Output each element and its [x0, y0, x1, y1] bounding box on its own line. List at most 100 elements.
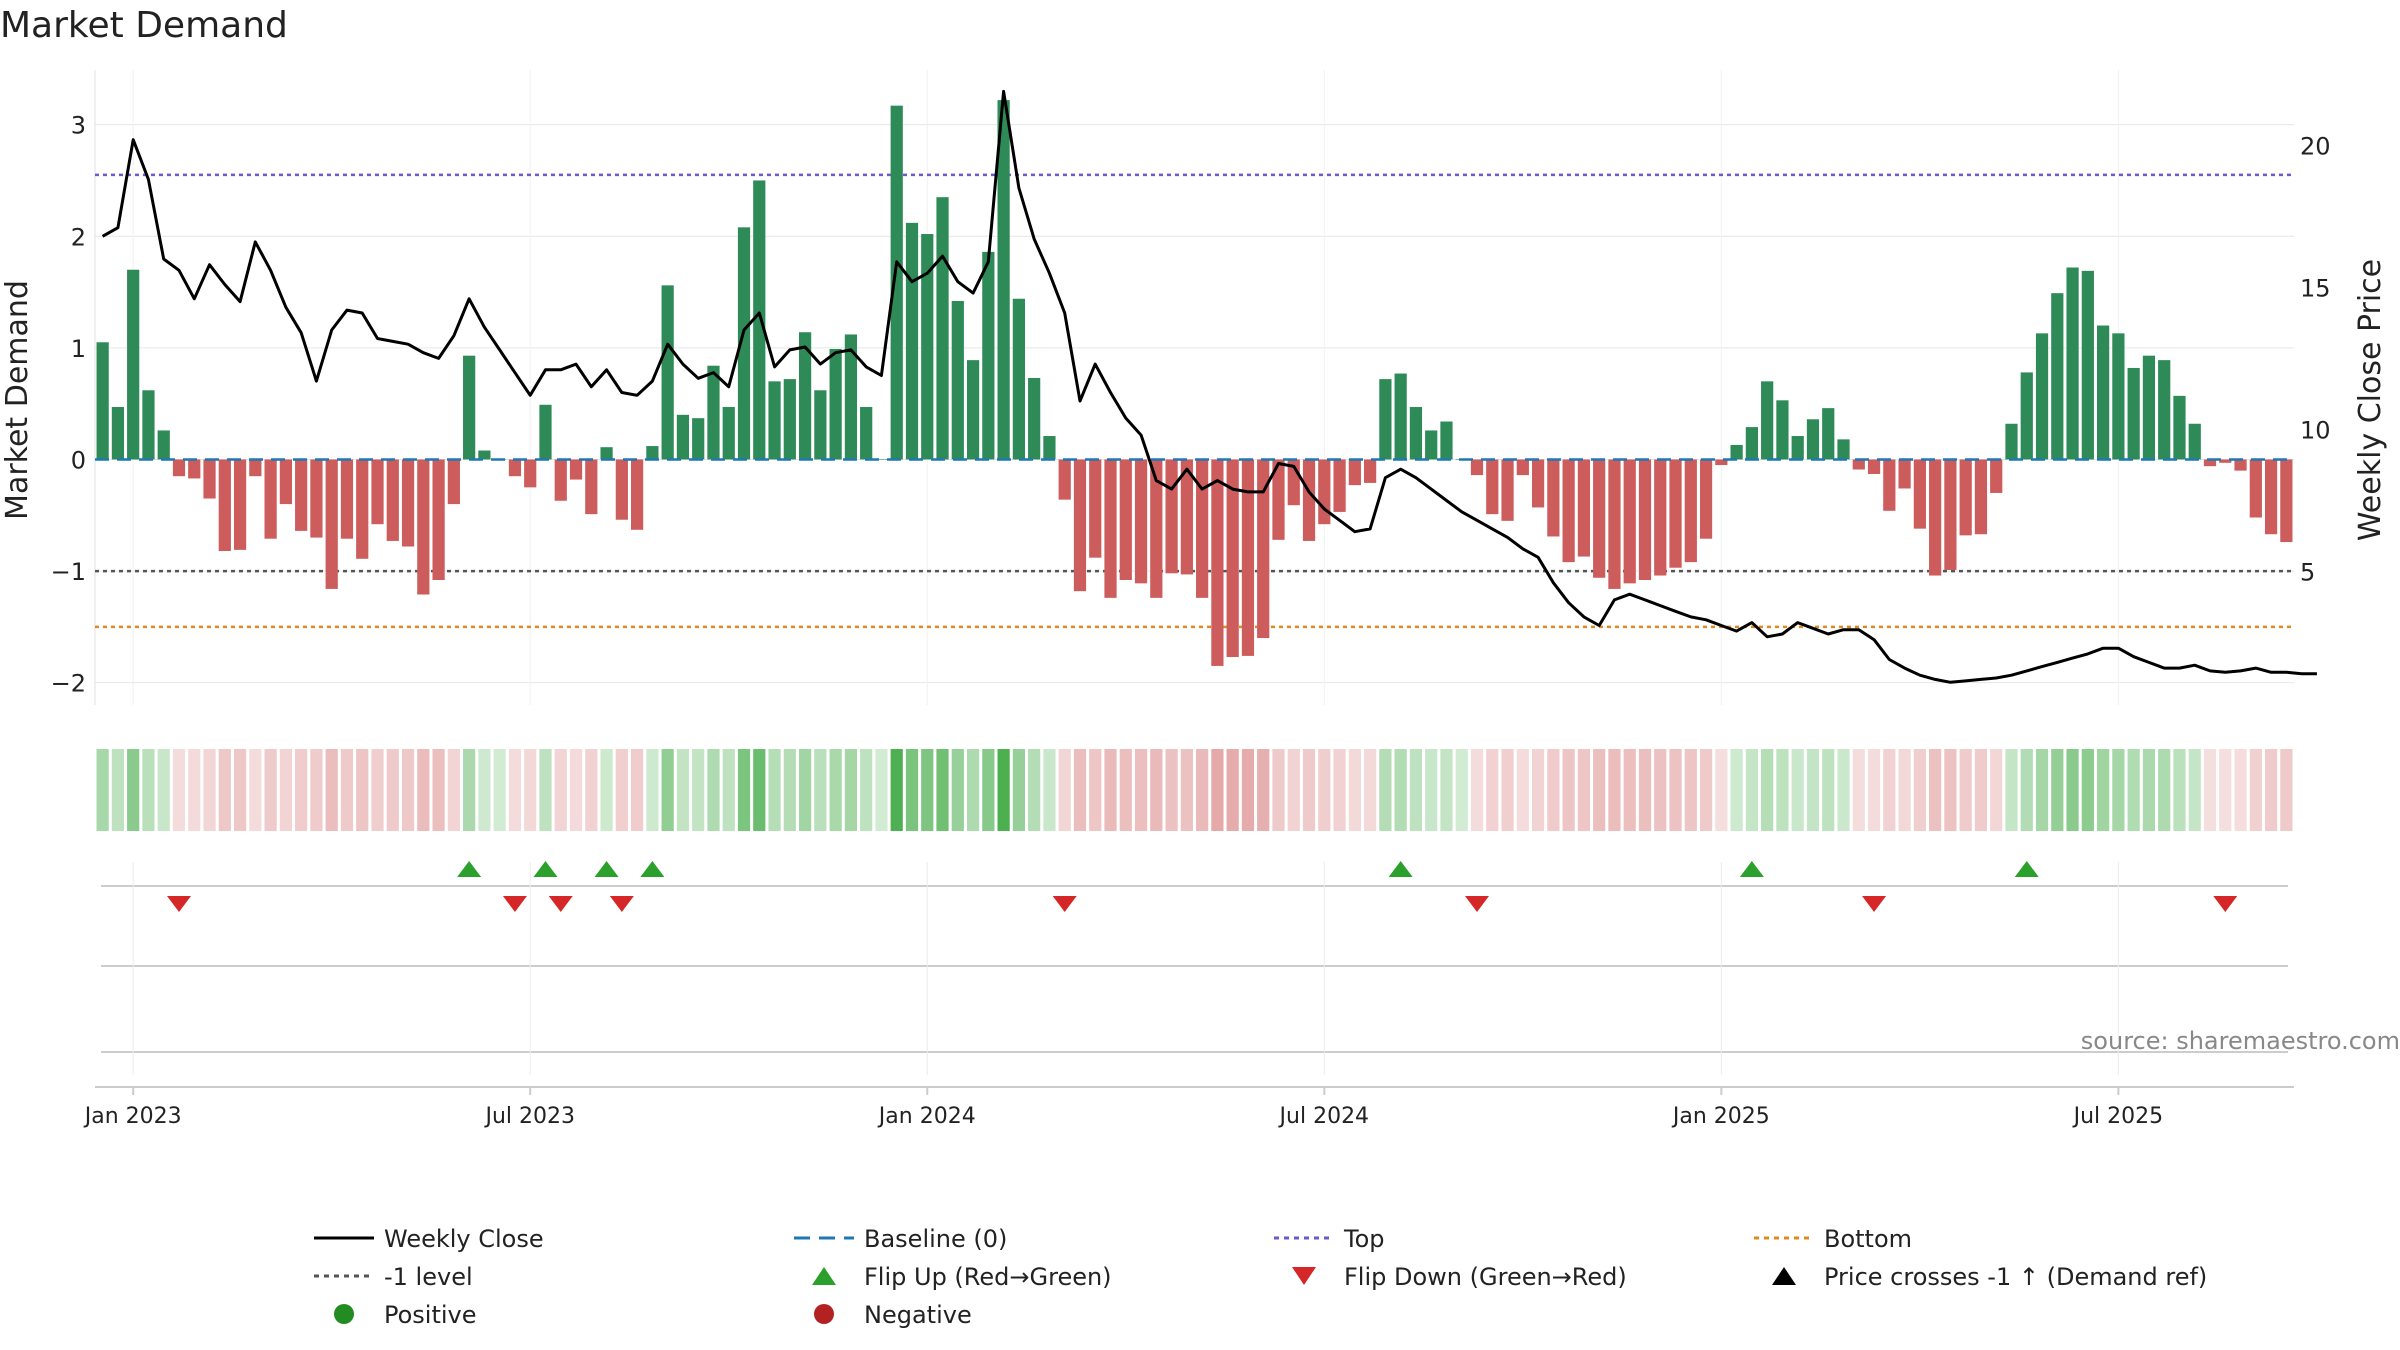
heat-cell [310, 749, 323, 831]
heat-cell [1516, 749, 1529, 831]
negative-demand-bar [2234, 459, 2247, 471]
x-tick-label: Jan 2025 [1671, 1104, 1770, 1129]
positive-demand-bar [463, 355, 476, 460]
negative-demand-bar [417, 459, 430, 595]
heat-cell [997, 749, 1010, 831]
weekly-close-series [95, 89, 2317, 684]
negative-demand-bar [569, 459, 583, 480]
heat-cell [2020, 749, 2033, 831]
legend-item: Top [1274, 1225, 1385, 1253]
positive-demand-bar [2020, 372, 2033, 460]
heat-cell [783, 749, 796, 831]
negative-demand-bar [295, 459, 308, 531]
heat-cell [1883, 749, 1896, 831]
positive-demand-bar [96, 342, 109, 460]
negative-demand-bar [1089, 459, 1102, 558]
negative-demand-bar [1867, 459, 1881, 474]
heat-cell [1257, 749, 1270, 831]
x-tick-label: Jul 2024 [1278, 1104, 1370, 1129]
heat-cell [1929, 749, 1942, 831]
negative-demand-bar [1318, 459, 1331, 525]
negative-demand-bar [1058, 459, 1071, 500]
heat-cell [371, 749, 384, 831]
heat-cell [1104, 749, 1117, 831]
heat-cell [1852, 749, 1865, 831]
negative-demand-bar [1486, 459, 1499, 515]
legend-label: Bottom [1824, 1225, 1912, 1253]
heat-cell [951, 749, 964, 831]
x-tick-label: Jan 2023 [83, 1104, 182, 1129]
negative-demand-bar [1684, 459, 1697, 563]
positive-demand-bar [737, 227, 751, 460]
heat-cell [1211, 749, 1224, 831]
flip-up-marker [1388, 861, 1413, 877]
negative-demand-bar [1974, 459, 1988, 535]
heat-cell [356, 749, 369, 831]
negative-demand-bar [233, 459, 247, 550]
negative-demand-bar [1638, 459, 1652, 580]
demand-bars [96, 100, 2293, 666]
legend-label: Price crosses -1 ↑ (Demand ref) [1824, 1263, 2207, 1291]
positive-demand-bar [1761, 381, 1774, 460]
heat-cell [493, 749, 506, 831]
heat-cell [2264, 749, 2278, 831]
heat-cell [96, 749, 109, 831]
heat-cell [798, 749, 812, 831]
heat-cell [569, 749, 583, 831]
positive-demand-bar [951, 300, 964, 460]
positive-demand-bar [2051, 293, 2064, 460]
y2-axis-label: Weekly Close Price [2353, 259, 2388, 541]
y-tick-label: 3 [71, 112, 86, 140]
heat-cell [524, 749, 537, 831]
heat-cell [615, 749, 628, 831]
positive-demand-bar [875, 459, 888, 460]
heat-cell [2081, 749, 2094, 831]
positive-demand-bar [905, 222, 919, 460]
positive-demand-bar [1806, 419, 1820, 460]
negative-demand-bar [1929, 459, 1942, 576]
negative-demand-bar [1211, 459, 1224, 666]
negative-demand-bar [249, 459, 262, 477]
negative-demand-bar [1699, 459, 1713, 539]
negative-demand-bar [1654, 459, 1667, 576]
heat-cell [508, 749, 522, 831]
heat-cell [905, 749, 919, 831]
heat-cell [1241, 749, 1255, 831]
positive-demand-bar [844, 334, 858, 460]
negative-demand-bar [1134, 459, 1148, 584]
y-tick-label: 1 [71, 335, 86, 363]
heat-cell [1990, 749, 2003, 831]
flip-up-marker [533, 861, 558, 877]
negative-demand-bar [1547, 459, 1560, 537]
heat-cell [1791, 749, 1804, 831]
positive-demand-bar [814, 390, 827, 460]
negative-demand-bar [1577, 459, 1591, 557]
heat-cell [737, 749, 751, 831]
heat-cell [1898, 749, 1911, 831]
positive-demand-bar [1394, 373, 1407, 460]
positive-demand-bar [982, 251, 995, 460]
heat-cell [1028, 749, 1041, 831]
heat-cell [2005, 749, 2018, 831]
heat-cell [1470, 749, 1484, 831]
negative-demand-bar [371, 459, 384, 525]
negative-demand-bar [1180, 459, 1193, 575]
heat-cell [1409, 749, 1423, 831]
heat-cell [753, 749, 766, 831]
heat-cell [2035, 749, 2049, 831]
flip-up-marker [640, 861, 665, 877]
heat-cell [1501, 749, 1514, 831]
negative-demand-bar [1990, 459, 2003, 493]
positive-demand-bar [1822, 408, 1835, 460]
positive-demand-bar [921, 234, 934, 460]
positive-demand-bar [1745, 427, 1758, 460]
negative-demand-bar [1165, 459, 1178, 574]
heat-cell [936, 749, 949, 831]
negative-demand-bar [585, 459, 598, 515]
heat-cell [982, 749, 995, 831]
negative-demand-bar [1944, 459, 1957, 570]
heat-cell [2127, 749, 2140, 831]
positive-demand-bar [142, 390, 155, 460]
negative-demand-bar [2249, 459, 2262, 518]
negative-demand-bar [1562, 459, 1575, 563]
